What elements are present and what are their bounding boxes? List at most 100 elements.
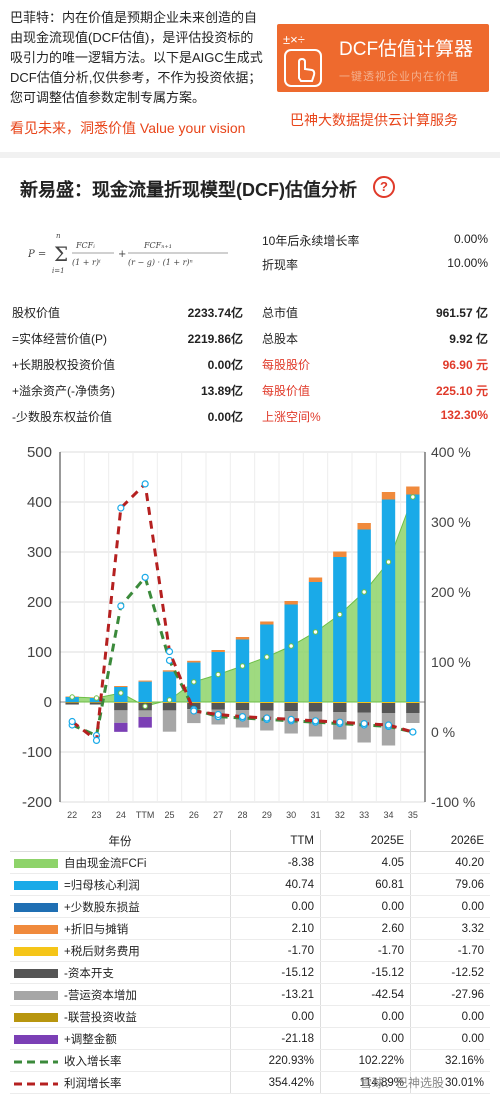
- growth-point: [92, 736, 101, 744]
- param-label-discount: 折现率: [262, 258, 299, 272]
- bar--资本开支: [89, 702, 104, 704]
- metric-label: 上涨空间%: [262, 410, 321, 424]
- growth-point: [384, 721, 393, 729]
- bar-+税后财务费用: [284, 702, 298, 703]
- page-title: 新易盛：现金流量折现模型(DCF)估值分析: [20, 180, 357, 200]
- bar--资本开支: [308, 703, 323, 712]
- row-value: 0.00: [229, 1005, 321, 1028]
- fcf-point: [69, 694, 75, 700]
- row-value: 0.00: [410, 1005, 490, 1028]
- table-row: +税后财务费用 -1.70 -1.70 -1.70: [10, 939, 490, 962]
- table-row: =归母核心利润 40.74 60.81 79.06: [10, 873, 490, 896]
- bar--营运资本增加: [114, 710, 128, 723]
- bar-+折旧与摊销: [284, 601, 298, 605]
- bar-=归母核心利润: [235, 639, 250, 702]
- row-label-cell: 自由现金流FCFi: [10, 851, 231, 874]
- bar-=归母核心利润: [162, 671, 177, 702]
- x-tick-label: 24: [116, 810, 126, 820]
- fcf-point: [239, 663, 246, 669]
- row-label: +少数股东损益: [64, 901, 140, 914]
- bar-+税后财务费用: [308, 702, 323, 703]
- row-value: 79.06: [410, 873, 490, 896]
- row-value: 0.00: [229, 895, 321, 918]
- y2-tick-label: 200 %: [431, 584, 471, 600]
- metric-value: 2233.74亿: [187, 306, 243, 320]
- svg-text:FCFᵢ: FCFᵢ: [75, 241, 95, 250]
- math-operators-icon: ±×÷: [283, 32, 305, 47]
- legend-swatch: [14, 968, 58, 978]
- x-tick-label: 22: [67, 810, 77, 820]
- y-tick-label: -200: [22, 794, 52, 811]
- row-label: -联营投资收益: [64, 1011, 137, 1024]
- metric-label: 股权价值: [12, 306, 61, 320]
- row-value: -1.70: [319, 939, 411, 962]
- row-value: -13.21: [229, 983, 321, 1006]
- bar-+折旧与摊销: [162, 670, 177, 672]
- bar-=归母核心利润: [308, 582, 323, 702]
- row-value: 220.93%: [229, 1049, 321, 1072]
- bar-+税后财务费用: [114, 702, 128, 703]
- bar-+折旧与摊销: [114, 686, 128, 687]
- row-label: -营运资本增加: [64, 989, 137, 1002]
- svg-text:n: n: [56, 232, 61, 240]
- bar-+折旧与摊销: [211, 650, 225, 652]
- row-value: 0.00: [319, 1005, 411, 1028]
- svg-text:FCFₙ₊₁: FCFₙ₊₁: [143, 241, 172, 250]
- x-tick-label: 27: [213, 810, 223, 820]
- bar-+税后财务费用: [211, 702, 225, 703]
- metric-label: 每股价值: [262, 384, 311, 398]
- legend-swatch: [14, 1034, 58, 1044]
- svg-text:Σ: Σ: [54, 242, 68, 266]
- table-header-row: 年份 TTM 2025E 2026E: [10, 830, 490, 852]
- bar-+折旧与摊销: [406, 486, 420, 495]
- legend-swatch: [14, 1012, 58, 1022]
- y-tick-label: 400: [27, 494, 52, 511]
- metric-label: +溢余资产(-净债务): [12, 384, 115, 398]
- bar--资本开支: [333, 703, 347, 712]
- data-table: 年份 TTM 2025E 2026E 自由现金流FCFi -8.38 4.05 40.…: [10, 830, 490, 1094]
- bar--资本开支: [381, 703, 396, 713]
- dcf-formula: P = Σ n i=1 FCFᵢ (1 + r)ⁱ + FCFₙ₊₁ (r − …: [28, 232, 228, 275]
- bar-+税后财务费用: [187, 702, 201, 703]
- bar-=归母核心利润: [284, 604, 298, 702]
- x-tick-label: 35: [408, 810, 418, 820]
- param-value-growth[interactable]: 0.00%: [453, 232, 488, 246]
- growth-point: [141, 573, 149, 581]
- bar--资本开支: [162, 702, 177, 711]
- x-tick-label: 30: [286, 810, 296, 820]
- growth-point: [409, 728, 417, 736]
- row-value: 0.00: [319, 1027, 411, 1050]
- x-tick-label: 26: [189, 810, 199, 820]
- row-value: 32.16%: [410, 1049, 490, 1072]
- row-label: 收入增长率: [64, 1055, 122, 1068]
- y2-tick-label: 300 %: [431, 514, 471, 530]
- growth-point: [117, 504, 125, 512]
- help-icon[interactable]: ?: [373, 176, 395, 198]
- slogan: 看见未来，洞悉价值 Value your vision: [10, 120, 246, 136]
- bar-+折旧与摊销: [138, 680, 152, 682]
- metric-value: 9.92 亿: [449, 332, 488, 346]
- fcf-point: [118, 690, 124, 696]
- metric-value: 0.00亿: [207, 358, 243, 372]
- bar-=归母核心利润: [381, 499, 396, 702]
- row-label-cell: 收入增长率: [10, 1049, 231, 1072]
- bar--营运资本增加: [138, 710, 152, 718]
- x-tick-label: 33: [359, 810, 369, 820]
- bar--资本开支: [260, 703, 274, 711]
- legend-swatch: [14, 880, 58, 890]
- growth-point: [117, 602, 125, 610]
- bar--资本开支: [114, 702, 128, 711]
- row-value: 3.32: [410, 917, 490, 940]
- bar-+折旧与摊销: [260, 621, 274, 625]
- table-row: 收入增长率 220.93% 102.22% 32.16%: [10, 1049, 490, 1072]
- bar-+税后财务费用: [89, 702, 104, 703]
- row-value: -1.70: [410, 939, 490, 962]
- bar--资本开支: [235, 703, 250, 710]
- growth-point: [190, 707, 198, 715]
- param-value-discount[interactable]: 10.00%: [447, 256, 488, 270]
- bar-=归母核心利润: [406, 494, 420, 702]
- dcf-calculator-banner[interactable]: ±×÷ DCF估值计算器 一键透视企业内在价值: [277, 24, 489, 92]
- intro-text: 巴菲特：内在价值是预期企业未来创造的自由现金流现值(DCF估值)，是评估投资标的…: [10, 10, 263, 105]
- banner-subtitle: 一键透视企业内在价值: [339, 71, 459, 83]
